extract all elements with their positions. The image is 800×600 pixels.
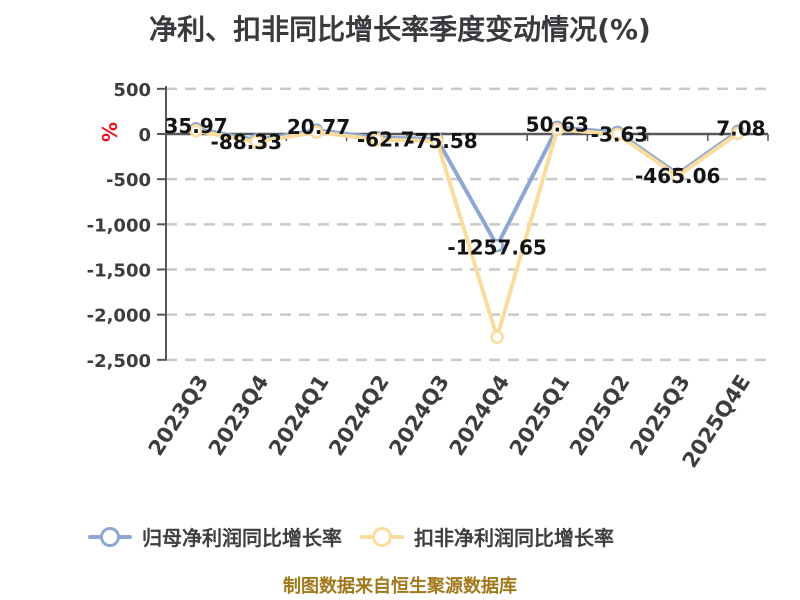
x-axis-label: 2024Q2 <box>324 371 394 460</box>
data-point <box>490 330 504 344</box>
data-point-label: 7.08 <box>716 116 765 140</box>
x-axis-label: 2024Q4 <box>445 371 515 460</box>
data-source-note: 制图数据来自恒生聚源数据库 <box>283 576 517 597</box>
data-point-label: 35.97 <box>164 114 227 138</box>
series-line-1 <box>194 127 740 340</box>
y-axis-label: -1,000 <box>87 215 151 236</box>
legend-label: 归母净利润同比增长率 <box>142 526 342 550</box>
data-point-label: -62.7 <box>357 128 415 152</box>
chart-title: 净利、扣非同比增长率季度变动情况(%) <box>149 13 651 46</box>
data-point <box>670 169 685 183</box>
x-axis-label: 2024Q1 <box>264 371 334 460</box>
y-axis-label: -2,500 <box>87 351 151 372</box>
data-point-label: -465.06 <box>635 164 720 188</box>
x-axis-label: 2025Q1 <box>505 371 575 460</box>
data-point-label: -3.63 <box>591 122 649 146</box>
data-point <box>189 124 203 138</box>
y-axis-label: 500 <box>113 80 151 101</box>
y-axis-label: -1,500 <box>87 261 151 282</box>
legend-label: 扣非净利润同比增长率 <box>414 526 614 550</box>
data-point <box>550 122 565 137</box>
x-axis-label: 2025Q3 <box>625 371 695 460</box>
y-axis-label: -2,000 <box>87 306 151 327</box>
x-axis-label: 2023Q3 <box>144 371 214 460</box>
data-point-label: -1257.65 <box>447 236 546 260</box>
legend-item-net-profit[interactable]: 归母净利润同比增长率 <box>88 522 342 551</box>
legend-item-deducted-net-profit[interactable]: 扣非净利润同比增长率 <box>360 522 614 551</box>
line-circle-marker-icon <box>360 526 404 548</box>
data-point <box>249 135 264 149</box>
y-axis-label: -500 <box>106 170 151 191</box>
line-circle-marker-icon <box>88 526 132 548</box>
data-point <box>430 134 444 148</box>
data-point-label: -75.58 <box>406 129 478 153</box>
x-axis-label: 2025Q2 <box>565 371 635 460</box>
data-point-label: -88.33 <box>211 130 283 154</box>
x-axis-label: 2024Q3 <box>384 371 454 460</box>
data-point <box>610 127 625 142</box>
data-point <box>309 125 324 139</box>
x-axis-label: 2023Q4 <box>204 371 274 460</box>
data-point-label: 20.77 <box>287 115 350 139</box>
data-point <box>369 132 384 147</box>
legend: 归母净利润同比增长率 扣非净利润同比增长率 <box>88 522 614 551</box>
chart-svg: 5000-500-1,000-1,500-2,000-2,5002023Q320… <box>87 80 774 472</box>
data-point <box>490 238 504 253</box>
data-point <box>731 126 745 141</box>
y-axis-label: 0 <box>138 125 151 146</box>
data-point-label: 50.63 <box>526 112 589 136</box>
